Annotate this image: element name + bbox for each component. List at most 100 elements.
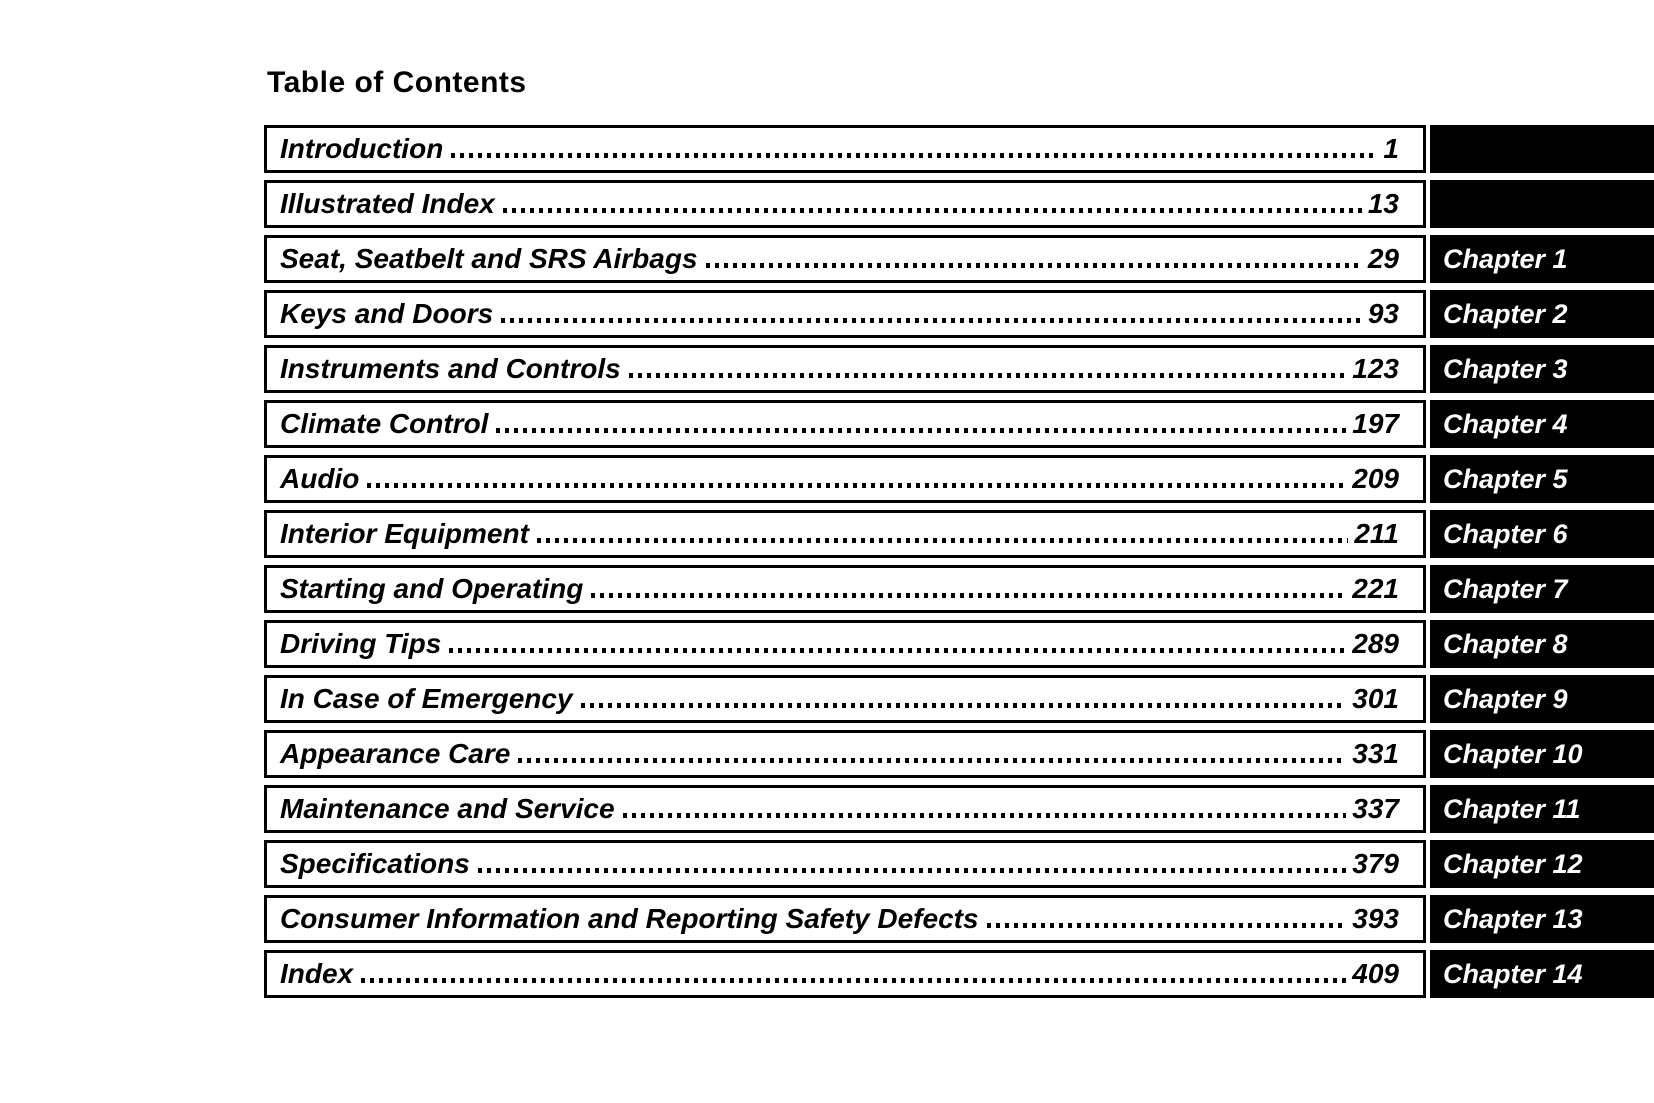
toc-entry-title: In Case of Emergency bbox=[280, 683, 573, 714]
dot-leader bbox=[449, 648, 1347, 653]
chapter-tab[interactable]: Chapter 10 bbox=[1430, 730, 1654, 778]
chapter-tab[interactable]: Chapter 3 bbox=[1430, 345, 1654, 393]
toc-row: Keys and Doors 93 Chapter 2 bbox=[264, 290, 1654, 338]
toc-row: Driving Tips 289 Chapter 8 bbox=[264, 620, 1654, 668]
toc-entry-title: Illustrated Index bbox=[280, 188, 495, 219]
toc-entry-title: Keys and Doors bbox=[280, 298, 494, 329]
chapter-label: Chapter 7 bbox=[1443, 573, 1568, 604]
dot-leader bbox=[477, 868, 1347, 873]
chapter-label: Chapter 10 bbox=[1443, 738, 1583, 769]
chapter-label: Chapter 13 bbox=[1443, 903, 1583, 934]
toc-row: Consumer Information and Reporting Safet… bbox=[264, 895, 1654, 943]
toc-entry[interactable]: Audio 209 bbox=[264, 455, 1426, 503]
dot-leader bbox=[536, 538, 1349, 543]
chapter-tab[interactable]: Chapter 1 bbox=[1430, 235, 1654, 283]
dot-leader bbox=[496, 428, 1347, 433]
toc-entry[interactable]: Starting and Operating 221 bbox=[264, 565, 1426, 613]
toc-entry[interactable]: Index 409 bbox=[264, 950, 1426, 998]
toc-entry-page-number: 331 bbox=[1352, 738, 1399, 769]
dot-leader bbox=[361, 978, 1347, 983]
toc-entry-page-number: 93 bbox=[1367, 298, 1399, 329]
chapter-tab[interactable]: Chapter 7 bbox=[1430, 565, 1654, 613]
toc-entry[interactable]: Climate Control 197 bbox=[264, 400, 1426, 448]
toc-entry[interactable]: Illustrated Index 13 bbox=[264, 180, 1426, 228]
toc-entry-page-number: 409 bbox=[1352, 958, 1399, 989]
dot-leader bbox=[986, 923, 1347, 928]
chapter-tab[interactable]: Chapter 14 bbox=[1430, 950, 1654, 998]
toc-row: Instruments and Controls 123 Chapter 3 bbox=[264, 345, 1654, 393]
toc-entry-page-number: 337 bbox=[1352, 793, 1399, 824]
toc-entry-page-number: 29 bbox=[1367, 243, 1399, 274]
chapter-label: Chapter 9 bbox=[1443, 683, 1568, 714]
toc-entry-title: Driving Tips bbox=[280, 628, 442, 659]
toc-entry-title: Specifications bbox=[280, 848, 470, 879]
chapter-label: Chapter 8 bbox=[1443, 628, 1568, 659]
chapter-tab[interactable] bbox=[1430, 180, 1654, 228]
toc-entry-page-number: 209 bbox=[1352, 463, 1399, 494]
chapter-label: Chapter 3 bbox=[1443, 353, 1568, 384]
toc-entry-page-number: 221 bbox=[1352, 573, 1399, 604]
chapter-label: Chapter 2 bbox=[1443, 298, 1568, 329]
toc-entry[interactable]: Introduction 1 bbox=[264, 125, 1426, 173]
toc-entry-page-number: 123 bbox=[1352, 353, 1399, 384]
toc-row: In Case of Emergency 301 Chapter 9 bbox=[264, 675, 1654, 723]
dot-leader bbox=[518, 758, 1347, 763]
chapter-tab[interactable]: Chapter 12 bbox=[1430, 840, 1654, 888]
dot-leader bbox=[622, 813, 1347, 818]
chapter-tab[interactable]: Chapter 9 bbox=[1430, 675, 1654, 723]
chapter-tab[interactable]: Chapter 6 bbox=[1430, 510, 1654, 558]
toc-row: Index 409 Chapter 14 bbox=[264, 950, 1654, 998]
toc-entry-title: Instruments and Controls bbox=[280, 353, 621, 384]
chapter-label: Chapter 5 bbox=[1443, 463, 1568, 494]
toc-row: Climate Control 197 Chapter 4 bbox=[264, 400, 1654, 448]
chapter-tab[interactable]: Chapter 4 bbox=[1430, 400, 1654, 448]
toc-row: Specifications 379 Chapter 12 bbox=[264, 840, 1654, 888]
dot-leader bbox=[628, 373, 1347, 378]
dot-leader bbox=[501, 318, 1362, 323]
chapter-tab[interactable]: Chapter 5 bbox=[1430, 455, 1654, 503]
toc-entry[interactable]: Instruments and Controls 123 bbox=[264, 345, 1426, 393]
dot-leader bbox=[451, 153, 1378, 158]
toc-list: Introduction 1 Illustrated Index 13 Seat… bbox=[264, 125, 1654, 998]
dot-leader bbox=[367, 483, 1347, 488]
dot-leader bbox=[705, 263, 1362, 268]
toc-entry[interactable]: Consumer Information and Reporting Safet… bbox=[264, 895, 1426, 943]
toc-entry[interactable]: In Case of Emergency 301 bbox=[264, 675, 1426, 723]
chapter-label: Chapter 11 bbox=[1443, 793, 1581, 824]
chapter-tab[interactable]: Chapter 8 bbox=[1430, 620, 1654, 668]
toc-row: Audio 209 Chapter 5 bbox=[264, 455, 1654, 503]
chapter-label: Chapter 6 bbox=[1443, 518, 1568, 549]
page-title: Table of Contents bbox=[267, 66, 527, 99]
chapter-tab[interactable]: Chapter 2 bbox=[1430, 290, 1654, 338]
toc-entry[interactable]: Maintenance and Service 337 bbox=[264, 785, 1426, 833]
toc-entry-title: Starting and Operating bbox=[280, 573, 584, 604]
toc-entry[interactable]: Keys and Doors 93 bbox=[264, 290, 1426, 338]
toc-entry-title: Appearance Care bbox=[280, 738, 511, 769]
toc-entry-page-number: 211 bbox=[1354, 518, 1399, 549]
toc-entry[interactable]: Specifications 379 bbox=[264, 840, 1426, 888]
dot-leader bbox=[502, 208, 1362, 213]
toc-entry[interactable]: Interior Equipment 211 bbox=[264, 510, 1426, 558]
chapter-tab[interactable] bbox=[1430, 125, 1654, 173]
chapter-tab[interactable]: Chapter 13 bbox=[1430, 895, 1654, 943]
toc-entry-page-number: 393 bbox=[1352, 903, 1399, 934]
toc-row: Maintenance and Service 337 Chapter 11 bbox=[264, 785, 1654, 833]
dot-leader bbox=[591, 593, 1347, 598]
toc-entry-page-number: 301 bbox=[1352, 683, 1399, 714]
toc-row: Starting and Operating 221 Chapter 7 bbox=[264, 565, 1654, 613]
toc-entry-title: Maintenance and Service bbox=[280, 793, 615, 824]
toc-row: Seat, Seatbelt and SRS Airbags 29 Chapte… bbox=[264, 235, 1654, 283]
toc-row: Introduction 1 bbox=[264, 125, 1654, 173]
toc-entry-title: Seat, Seatbelt and SRS Airbags bbox=[280, 243, 698, 274]
toc-entry[interactable]: Appearance Care 331 bbox=[264, 730, 1426, 778]
chapter-label: Chapter 4 bbox=[1443, 408, 1568, 439]
toc-entry-title: Audio bbox=[280, 463, 360, 494]
toc-entry-page-number: 197 bbox=[1352, 408, 1399, 439]
toc-entry[interactable]: Driving Tips 289 bbox=[264, 620, 1426, 668]
chapter-tab[interactable]: Chapter 11 bbox=[1430, 785, 1654, 833]
toc-row: Interior Equipment 211 Chapter 6 bbox=[264, 510, 1654, 558]
toc-entry-title: Consumer Information and Reporting Safet… bbox=[280, 903, 979, 934]
chapter-label: Chapter 12 bbox=[1443, 848, 1583, 879]
toc-entry[interactable]: Seat, Seatbelt and SRS Airbags 29 bbox=[264, 235, 1426, 283]
toc-entry-title: Introduction bbox=[280, 133, 444, 164]
